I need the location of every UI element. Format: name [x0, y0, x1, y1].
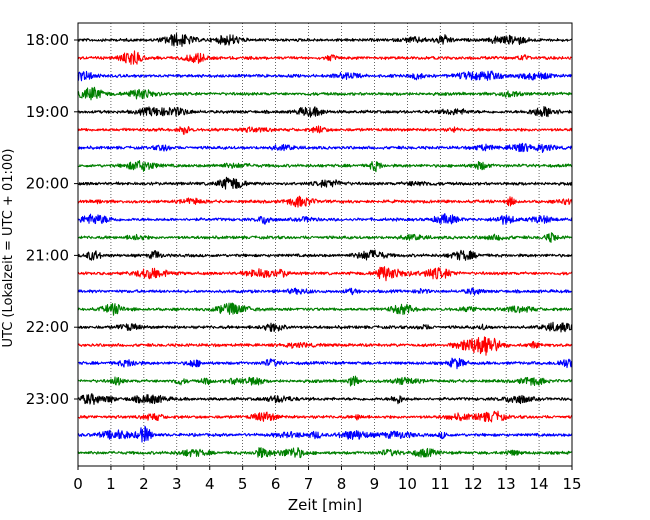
seismogram-trace: [77, 249, 573, 261]
y-tick-label: 19:00: [26, 103, 69, 121]
x-tick-label: 13: [497, 475, 516, 493]
seismogram-trace: [77, 375, 573, 387]
y-axis-label: UTC (Lokalzeit = UTC + 01:00): [1, 149, 16, 348]
x-tick-label: 8: [337, 475, 347, 493]
x-tick-label: 15: [562, 475, 581, 493]
grid-lines: [110, 23, 540, 466]
x-tick-label: 14: [530, 475, 549, 493]
y-tick-label: 18:00: [26, 31, 69, 49]
seismogram-trace: [77, 160, 573, 173]
seismogram-trace: [77, 70, 573, 82]
seismogram-trace: [77, 447, 573, 459]
y-tick-label: 21:00: [26, 246, 69, 264]
seismogram-trace: [77, 106, 573, 118]
seismogram-trace: [77, 176, 573, 190]
y-axis: 18:00 19:00 20:00 21:00 22:00 23:00: [26, 31, 78, 408]
x-tick-label: 12: [464, 475, 483, 493]
x-tick-label: 3: [172, 475, 182, 493]
seismogram-trace: [77, 425, 573, 443]
seismogram-trace: [77, 32, 573, 47]
seismogram-trace: [77, 195, 573, 208]
seismogram-trace: [77, 86, 573, 101]
seismogram-trace: [77, 410, 573, 423]
seismogram-trace: [77, 287, 573, 296]
y-tick-label: 20:00: [26, 175, 69, 193]
seismogram-trace: [77, 142, 573, 153]
x-tick-label: 7: [304, 475, 314, 493]
seismogram-trace: [77, 125, 573, 135]
x-tick-label: 1: [106, 475, 116, 493]
x-tick-label: 11: [431, 475, 450, 493]
trace-group: [77, 32, 573, 459]
x-tick-label: 5: [238, 475, 248, 493]
seismogram-trace: [77, 266, 573, 282]
x-tick-label: 9: [370, 475, 380, 493]
x-axis-label: Zeit [min]: [288, 496, 362, 514]
seismogram-trace: [77, 213, 573, 225]
x-tick-label: 6: [271, 475, 281, 493]
seismogram-trace: [77, 336, 573, 356]
plot-frame: [77, 22, 573, 467]
seismogram-trace: [77, 321, 573, 333]
y-tick-label: 23:00: [26, 390, 69, 408]
seismogram-trace: [77, 302, 573, 316]
seismogram-trace: [77, 232, 573, 243]
seismogram-trace: [77, 393, 573, 405]
seismogram-trace: [77, 357, 573, 370]
x-axis: 0 1 2 3 4 5 6 7 8 9 10 11 12 13 14 15: [73, 466, 582, 493]
seismogram-trace: [77, 50, 573, 65]
x-tick-label: 2: [139, 475, 149, 493]
x-tick-label: 10: [398, 475, 417, 493]
x-tick-label: 4: [205, 475, 215, 493]
x-tick-label: 0: [73, 475, 83, 493]
y-tick-label: 22:00: [26, 318, 69, 336]
